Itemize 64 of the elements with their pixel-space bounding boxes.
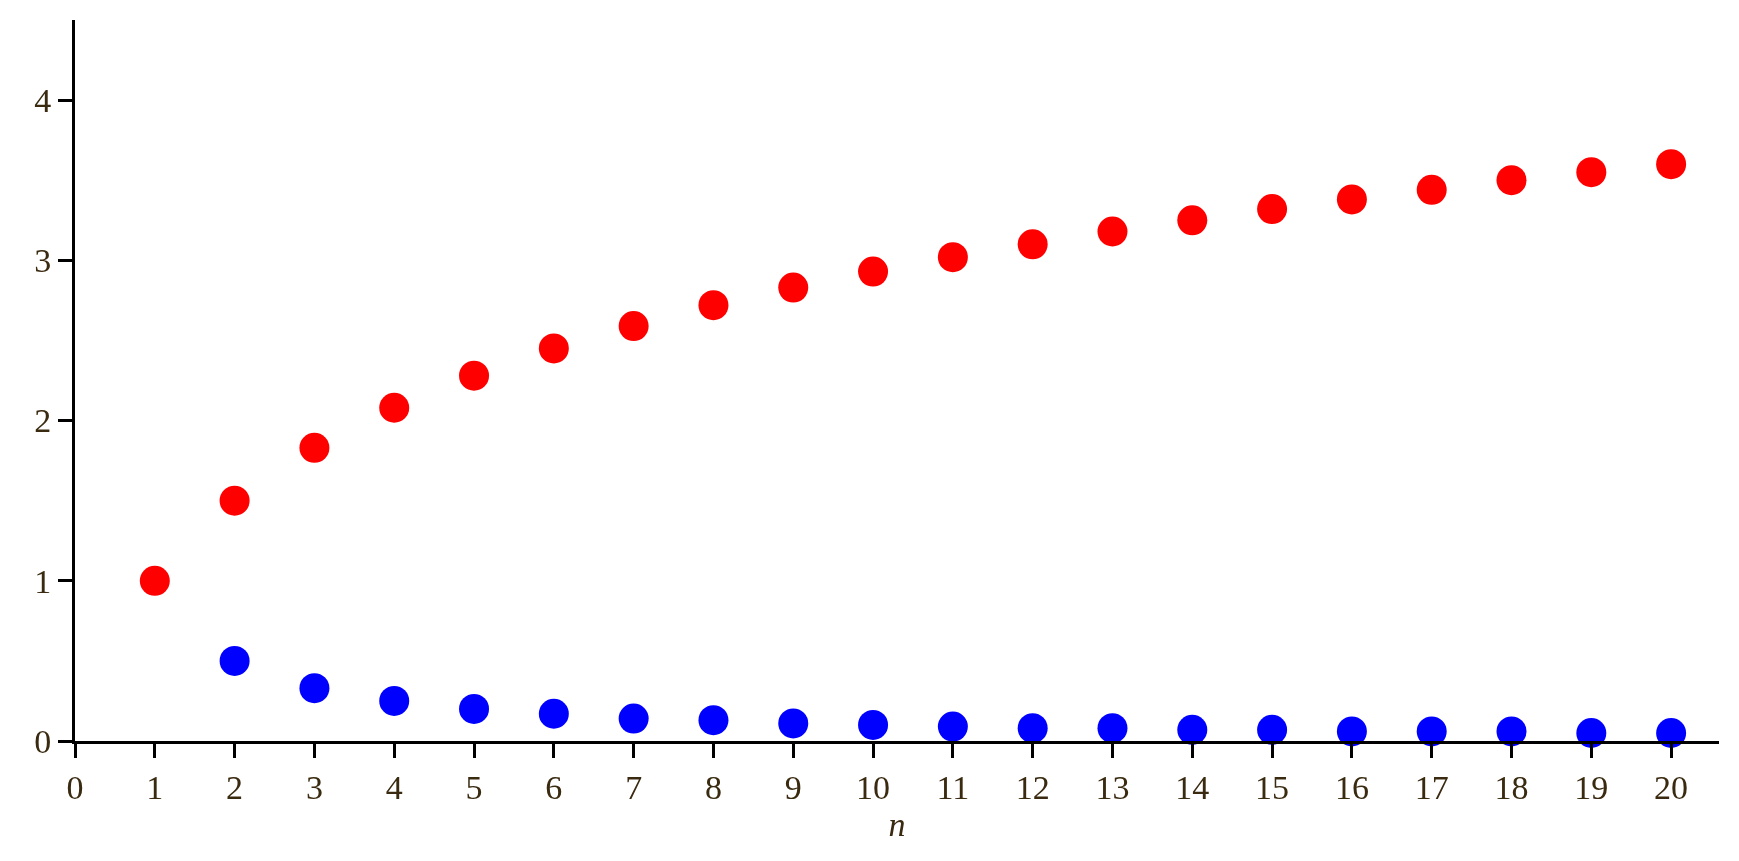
x-tick-label: 12 <box>1015 768 1050 806</box>
y-tick-label: 0 <box>34 722 52 760</box>
point <box>937 711 968 742</box>
point <box>1017 713 1048 744</box>
y-tick-label: 1 <box>34 562 52 600</box>
x-tick-label: 16 <box>1334 768 1369 806</box>
point <box>379 392 410 423</box>
point <box>1496 165 1527 196</box>
point <box>1257 194 1288 225</box>
y-tick-label: 4 <box>34 82 52 120</box>
point <box>1257 714 1288 745</box>
point <box>299 673 330 704</box>
point <box>219 485 250 516</box>
point <box>858 709 889 740</box>
x-tick-label: 8 <box>704 768 722 806</box>
point <box>1656 149 1687 180</box>
point <box>618 703 649 734</box>
point <box>698 290 729 321</box>
x-tick-label: 6 <box>545 768 563 806</box>
point <box>1416 174 1447 205</box>
point <box>459 360 490 391</box>
x-tick-label: 5 <box>465 768 483 806</box>
point <box>1336 184 1367 215</box>
x-tick-label: 0 <box>66 768 84 806</box>
point <box>1496 716 1527 747</box>
point <box>1177 714 1208 745</box>
point <box>937 242 968 273</box>
x-tick-label: 14 <box>1175 768 1210 806</box>
point <box>1416 716 1447 747</box>
x-tick-label: 20 <box>1654 768 1689 806</box>
point <box>778 272 809 303</box>
point <box>379 685 410 716</box>
x-tick-label: 4 <box>385 768 403 806</box>
y-tick-label: 2 <box>34 402 52 440</box>
point <box>299 432 330 463</box>
point <box>778 708 809 739</box>
x-tick-label: 13 <box>1095 768 1130 806</box>
y-tick-label: 3 <box>34 242 52 280</box>
x-tick-label: 17 <box>1414 768 1449 806</box>
x-tick-label: 1 <box>146 768 164 806</box>
x-tick-label: 15 <box>1255 768 1290 806</box>
x-axis-title: n <box>888 805 906 843</box>
point <box>538 333 569 364</box>
x-tick-label: 18 <box>1494 768 1529 806</box>
x-tick-label: 3 <box>305 768 323 806</box>
x-tick-label: 7 <box>625 768 643 806</box>
point <box>1097 713 1128 744</box>
point <box>1336 716 1367 747</box>
x-tick-label: 2 <box>226 768 244 806</box>
point <box>219 645 250 676</box>
point <box>698 705 729 736</box>
point <box>1177 205 1208 236</box>
point <box>538 698 569 729</box>
point <box>1017 229 1048 260</box>
point <box>459 693 490 724</box>
x-tick-label: 9 <box>784 768 802 806</box>
point <box>858 256 889 287</box>
point <box>618 311 649 342</box>
point <box>139 565 170 596</box>
x-tick-label: 10 <box>856 768 891 806</box>
point <box>1097 216 1128 247</box>
x-tick-label: 19 <box>1574 768 1609 806</box>
x-tick-label: 11 <box>936 768 970 806</box>
point <box>1576 157 1607 188</box>
